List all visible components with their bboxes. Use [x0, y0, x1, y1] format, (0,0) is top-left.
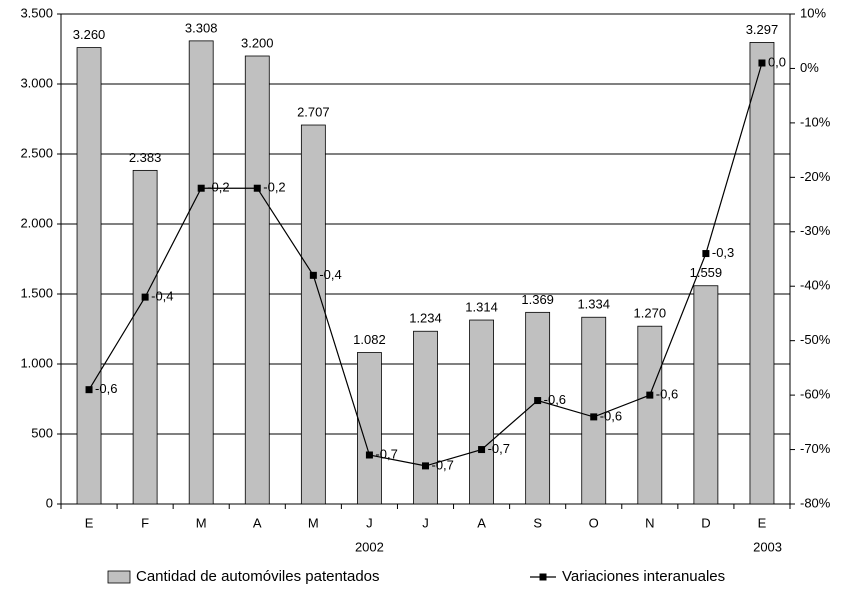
bar-value-label: 3.200 [241, 35, 274, 50]
y-tick-label: 500 [31, 425, 53, 440]
bar [637, 325, 663, 505]
bar [300, 124, 326, 505]
bar-value-label: 2.707 [297, 104, 330, 119]
y-tick-label: 1.500 [20, 285, 53, 300]
line-marker [758, 59, 766, 67]
line-marker [309, 271, 317, 279]
bar-value-label: 3.308 [185, 20, 218, 35]
legend-label: Cantidad de automóviles patentados [136, 568, 380, 585]
line-value-label: -0,7 [432, 457, 454, 472]
line-marker [646, 391, 654, 399]
y-tick-label: 3.000 [20, 75, 53, 90]
x-tick-label: J [366, 515, 373, 530]
legend-marker [539, 573, 547, 581]
x-tick-label: M [308, 515, 319, 530]
line-value-label: -0,7 [375, 446, 397, 461]
bar [413, 330, 438, 505]
y2-tick-label: -50% [800, 332, 831, 347]
line-value-label: -0,6 [600, 408, 622, 423]
bar-value-label: 1.369 [521, 292, 554, 307]
x-tick-label: E [85, 515, 94, 530]
x-tick-label: N [645, 515, 654, 530]
bar [581, 316, 607, 505]
line-marker [422, 462, 429, 470]
legend-swatch [107, 570, 131, 584]
y-tick-label: 2.500 [20, 145, 53, 160]
line-marker [365, 451, 373, 459]
y2-tick-label: 0% [800, 60, 819, 75]
x-tick-label: J [422, 515, 429, 530]
y2-tick-label: -10% [800, 114, 831, 129]
line-value-label: -0,4 [151, 289, 173, 304]
line-value-label: -0,2 [263, 180, 285, 195]
bar-value-label: 1.234 [409, 311, 442, 326]
line-marker [534, 397, 542, 405]
y2-tick-label: 10% [800, 5, 826, 20]
y2-tick-label: -60% [800, 387, 831, 402]
bar [749, 42, 775, 505]
line-marker [253, 184, 261, 192]
line-value-label: -0,6 [95, 381, 117, 396]
x-tick-label: D [701, 515, 710, 530]
bar [469, 319, 494, 505]
line-marker [85, 386, 93, 394]
y2-tick-label: -20% [800, 169, 831, 184]
x-tick-label: M [196, 515, 207, 530]
bar [188, 40, 214, 505]
bar-value-label: 1.270 [634, 306, 667, 321]
bar-value-label: 3.260 [73, 27, 106, 42]
y-tick-label: 3.500 [20, 5, 53, 20]
x-tick-label: S [533, 515, 542, 530]
x-tick-label: A [477, 515, 486, 530]
y-tick-label: 2.000 [20, 215, 53, 230]
line-value-label: -0,7 [488, 441, 510, 456]
bar-value-label: 1.334 [577, 297, 610, 312]
bar [76, 47, 102, 505]
bar [132, 169, 158, 505]
x-tick-label: O [589, 515, 599, 530]
line-value-label: -0,6 [656, 387, 678, 402]
line-marker [478, 446, 486, 454]
bar-value-label: 3.297 [746, 22, 779, 37]
y-tick-label: 0 [46, 495, 53, 510]
line-marker [197, 184, 205, 192]
y2-tick-label: -40% [800, 278, 831, 293]
line-value-label: -0,3 [712, 245, 734, 260]
y2-tick-label: -70% [800, 441, 831, 456]
line-value-label: 0,0 [768, 54, 786, 69]
x-tick-label: A [253, 515, 262, 530]
bar-value-label: 2.383 [129, 150, 162, 165]
line-marker [702, 250, 710, 258]
line-value-label: -0,2 [207, 180, 229, 195]
bar-value-label: 1.082 [353, 332, 386, 347]
line-value-label: -0,4 [319, 267, 341, 282]
bar [693, 285, 719, 505]
bar-value-label: 1.314 [465, 299, 498, 314]
x-group-label: 2003 [753, 539, 782, 554]
line-value-label: -0,6 [544, 392, 566, 407]
bar-value-label: 1.559 [690, 265, 723, 280]
y2-tick-label: -80% [800, 495, 831, 510]
y-tick-label: 1.000 [20, 355, 53, 370]
y2-tick-label: -30% [800, 223, 831, 238]
x-tick-label: F [141, 515, 149, 530]
x-tick-label: E [758, 515, 767, 530]
x-group-label: 2002 [355, 539, 384, 554]
bar [244, 55, 270, 505]
line-marker [141, 293, 149, 301]
legend-label: Variaciones interanuales [562, 568, 725, 585]
line-marker [590, 413, 598, 421]
